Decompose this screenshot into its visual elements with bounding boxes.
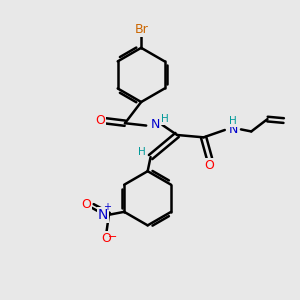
Text: N: N — [228, 123, 238, 136]
Text: −: − — [108, 232, 118, 242]
Text: +: + — [103, 202, 111, 212]
Text: O: O — [102, 232, 112, 245]
Text: H: H — [229, 116, 237, 126]
Text: N: N — [150, 118, 160, 131]
Text: O: O — [205, 158, 214, 172]
Text: O: O — [95, 114, 105, 127]
Text: H: H — [139, 147, 146, 157]
Text: N: N — [98, 208, 108, 222]
Text: Br: Br — [134, 23, 148, 36]
Text: H: H — [160, 114, 168, 124]
Text: O: O — [81, 198, 91, 211]
